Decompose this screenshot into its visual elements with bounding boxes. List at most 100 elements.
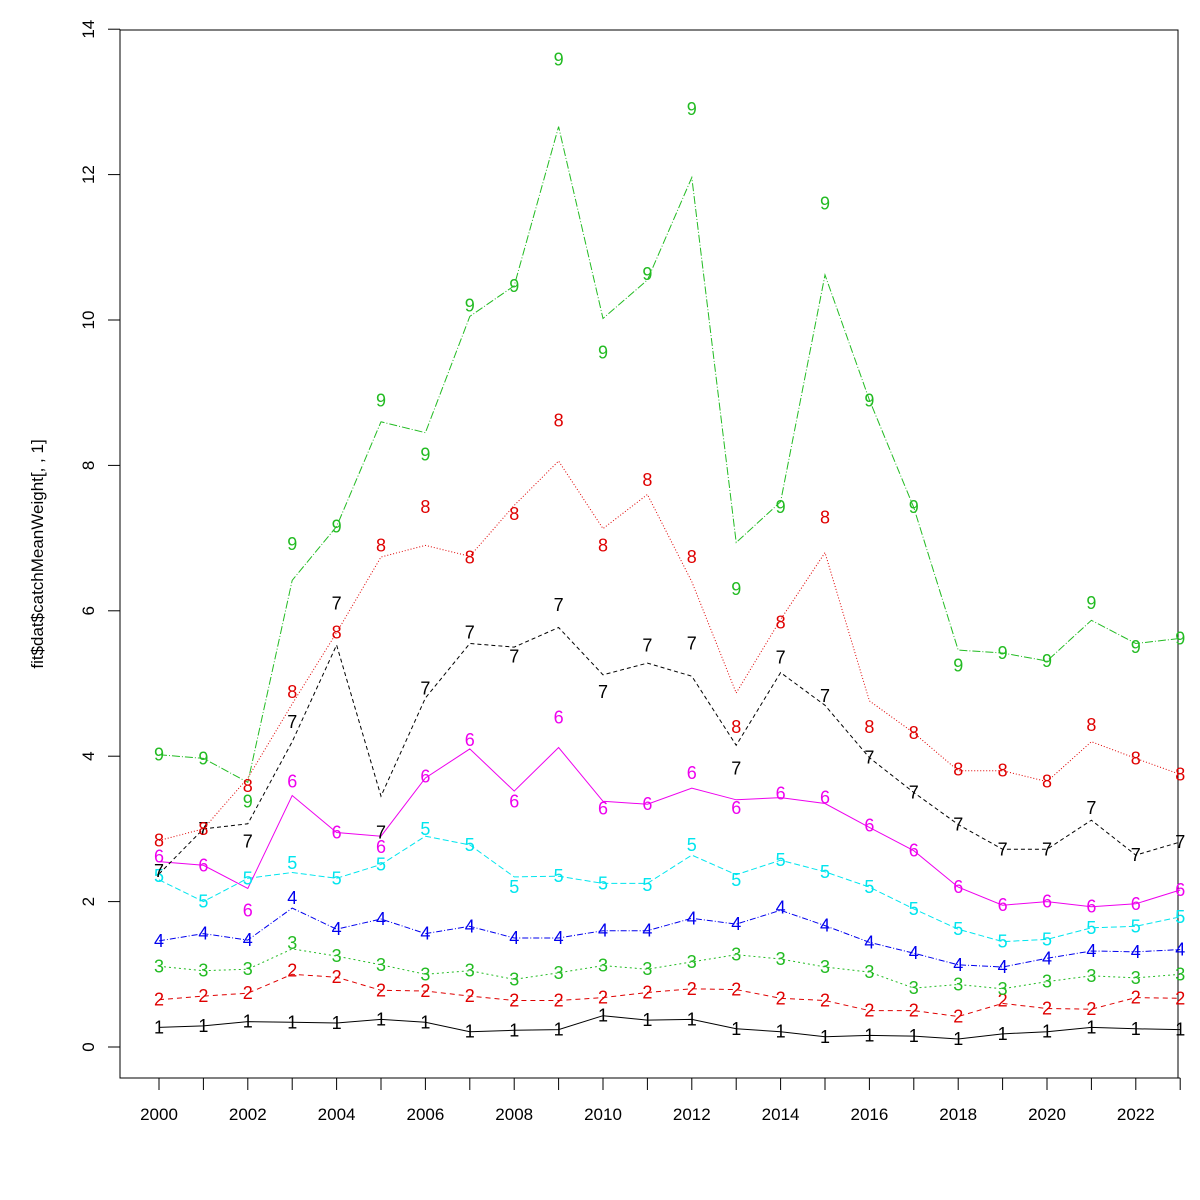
data-point-label: 2: [1086, 999, 1096, 1019]
data-point-label: 2: [642, 982, 652, 1002]
data-point-label: 2: [465, 986, 475, 1006]
data-point-label: 9: [243, 791, 253, 811]
data-point-label: 9: [287, 534, 297, 554]
data-point-label: 9: [420, 444, 430, 464]
data-point-label: 5: [287, 853, 297, 873]
data-point-label: 6: [953, 877, 963, 897]
data-point-label: 5: [376, 855, 386, 875]
data-point-label: 9: [864, 391, 874, 411]
data-point-label: 9: [731, 579, 741, 599]
data-point-label: 9: [376, 391, 386, 411]
data-point-label: 6: [1175, 880, 1185, 900]
data-point-label: 1: [776, 1022, 786, 1042]
data-point-label: 8: [1042, 772, 1052, 792]
data-point-label: 9: [198, 748, 208, 768]
data-point-label: 1: [420, 1012, 430, 1032]
data-point-label: 7: [909, 783, 919, 803]
data-point-label: 6: [864, 815, 874, 835]
data-point-label: 3: [820, 957, 830, 977]
data-point-label: 5: [1042, 929, 1052, 949]
data-point-label: 8: [598, 535, 608, 555]
data-point-label: 5: [1175, 907, 1185, 927]
data-point-label: 2: [509, 990, 519, 1010]
data-point-label: 8: [287, 682, 297, 702]
data-point-label: 9: [687, 99, 697, 119]
data-point-label: 7: [509, 647, 519, 667]
data-point-label: 4: [776, 897, 786, 917]
data-point-label: 7: [731, 759, 741, 779]
data-point-label: 8: [1175, 764, 1185, 784]
series-line-1: [158, 1015, 1181, 1040]
data-point-label: 8: [864, 717, 874, 737]
data-point-label: 3: [554, 963, 564, 983]
data-point-label: 3: [998, 979, 1008, 999]
data-point-label: 2: [154, 990, 164, 1010]
x-tick-label: 2014: [762, 1105, 800, 1124]
data-point-label: 5: [554, 866, 564, 886]
data-point-label: 5: [687, 835, 697, 855]
data-point-label: 1: [554, 1020, 564, 1040]
data-point-label: 9: [642, 264, 652, 284]
data-point-label: 5: [243, 868, 253, 888]
data-point-label: 7: [864, 748, 874, 768]
y-tick-label: 2: [79, 897, 98, 906]
data-point-label: 2: [243, 983, 253, 1003]
data-point-label: 7: [998, 839, 1008, 859]
data-point-label: 6: [1131, 894, 1141, 914]
x-tick-label: 2010: [584, 1105, 622, 1124]
data-point-label: 8: [820, 508, 830, 528]
data-point-label: 5: [909, 899, 919, 919]
y-tick-label: 12: [79, 165, 98, 184]
data-point-label: 2: [953, 1006, 963, 1026]
data-point-label: 7: [376, 823, 386, 843]
data-point-label: 4: [1086, 941, 1096, 961]
data-point-label: 1: [1131, 1019, 1141, 1039]
x-tick-label: 2016: [850, 1105, 888, 1124]
series-line-4: [158, 907, 1181, 968]
data-point-label: 3: [598, 956, 608, 976]
data-point-label: 9: [1086, 593, 1096, 613]
data-point-label: 3: [953, 974, 963, 994]
data-point-label: 4: [1131, 942, 1141, 962]
data-point-label: 5: [998, 932, 1008, 952]
data-point-label: 1: [687, 1009, 697, 1029]
data-point-label: 7: [554, 595, 564, 615]
data-point-label: 3: [376, 955, 386, 975]
x-tick-label: 2006: [406, 1105, 444, 1124]
data-point-label: 2: [731, 980, 741, 1000]
x-tick-label: 2020: [1028, 1105, 1066, 1124]
data-point-label: 1: [198, 1016, 208, 1036]
data-point-label: 5: [953, 919, 963, 939]
data-point-label: 6: [332, 823, 342, 843]
x-tick-label: 2012: [673, 1105, 711, 1124]
data-point-label: 7: [642, 636, 652, 656]
data-point-label: 9: [998, 643, 1008, 663]
data-point-label: 8: [1131, 748, 1141, 768]
data-point-label: 4: [1042, 948, 1052, 968]
data-point-label: 8: [376, 535, 386, 555]
data-point-label: 9: [154, 745, 164, 765]
x-tick-label: 2000: [140, 1105, 178, 1124]
data-point-label: 5: [820, 862, 830, 882]
data-point-label: 8: [998, 761, 1008, 781]
data-point-label: 3: [332, 946, 342, 966]
data-point-label: 7: [287, 712, 297, 732]
data-point-label: 5: [420, 819, 430, 839]
data-point-label: 3: [198, 961, 208, 981]
series-line-7: [158, 626, 1181, 875]
data-point-label: 3: [864, 962, 874, 982]
data-point-label: 2: [864, 1001, 874, 1021]
data-point-label: 4: [465, 916, 475, 936]
data-point-label: 7: [243, 831, 253, 851]
data-point-label: 5: [776, 850, 786, 870]
data-point-label: 8: [554, 410, 564, 430]
data-point-label: 1: [642, 1010, 652, 1030]
x-tick-label: 2002: [229, 1105, 267, 1124]
data-point-label: 9: [820, 194, 830, 214]
data-point-label: 5: [731, 870, 741, 890]
data-point-label: 6: [509, 791, 519, 811]
data-point-label: 7: [465, 623, 475, 643]
data-point-label: 3: [731, 945, 741, 965]
data-point-label: 3: [776, 949, 786, 969]
series-lines: [158, 126, 1181, 1040]
